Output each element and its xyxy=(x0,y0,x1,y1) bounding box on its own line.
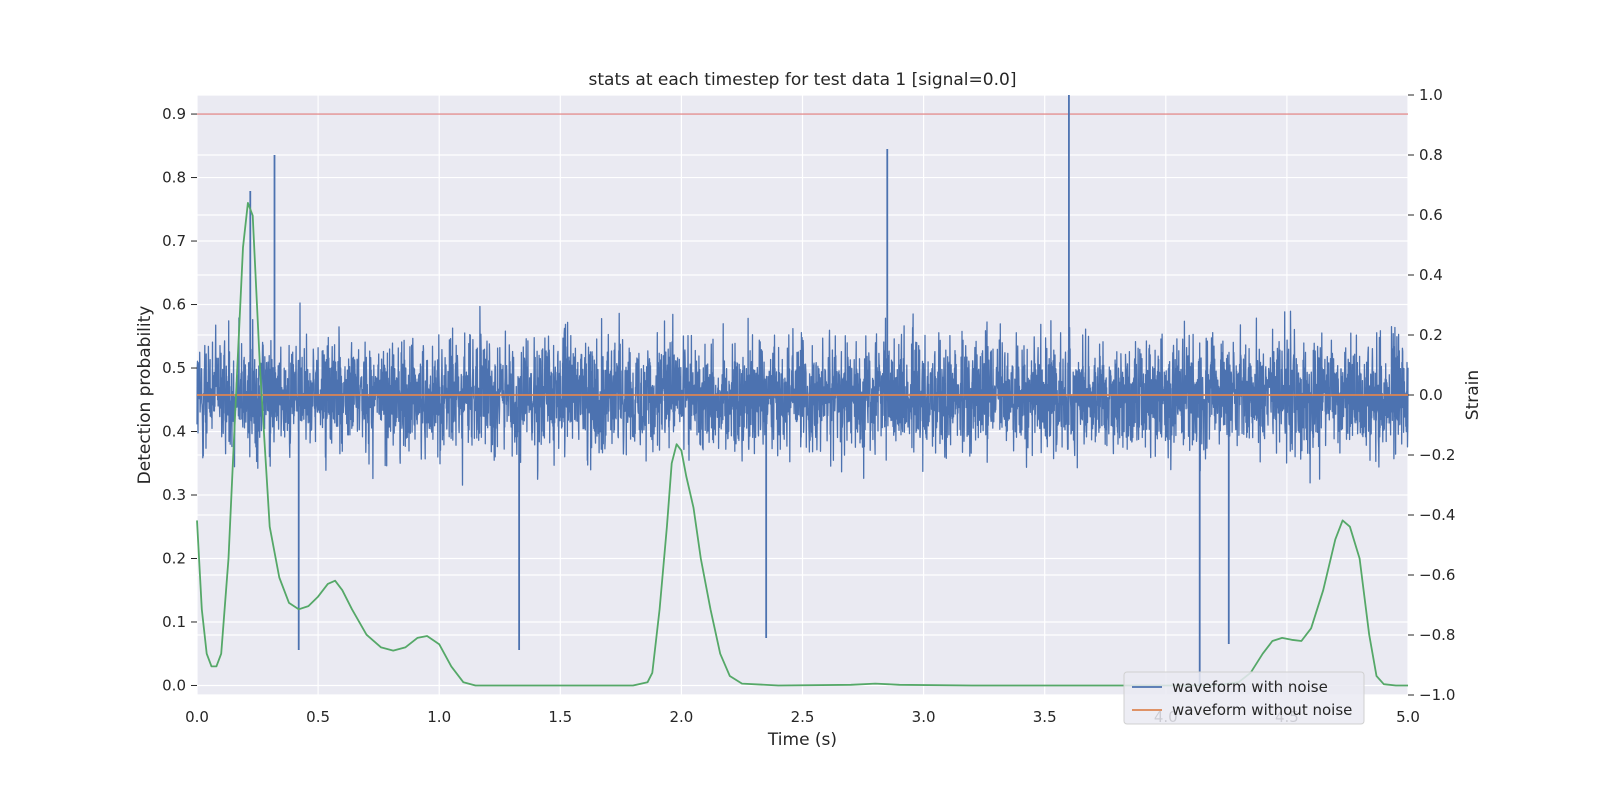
x-tick-label: 1.0 xyxy=(427,708,451,726)
y-tick-label: 0.6 xyxy=(162,296,186,314)
x-axis-label: Time (s) xyxy=(767,730,837,750)
x-tick-label: 3.0 xyxy=(912,708,936,726)
legend-box xyxy=(1123,671,1365,725)
y-tick-label: 0.2 xyxy=(162,549,186,567)
series-layer xyxy=(196,95,1409,687)
y2-tick-label: −0.2 xyxy=(1419,446,1455,464)
legend-entry-waveform-without-noise: waveform without noise xyxy=(1172,701,1352,719)
y-tick-label: 0.7 xyxy=(162,232,186,250)
y2-tick-label: 0.2 xyxy=(1419,326,1443,344)
y2-tick-label: −0.8 xyxy=(1419,626,1455,644)
y-tick-label: 0.9 xyxy=(162,105,186,123)
y2-tick-label: −0.6 xyxy=(1419,566,1455,584)
y-axis-label: Detection probability xyxy=(135,306,155,485)
y-tick-label: 0.4 xyxy=(162,423,186,441)
y-tick-label: 0.0 xyxy=(162,676,186,694)
y2-axis-label: Strain xyxy=(1463,370,1483,420)
x-tick-label: 2.0 xyxy=(669,708,693,726)
chart-title: stats at each timestep for test data 1 [… xyxy=(589,70,1017,90)
y-tick-label: 0.5 xyxy=(162,359,186,377)
y-tick-label: 0.1 xyxy=(162,613,186,631)
x-tick-label: 0.0 xyxy=(185,708,209,726)
legend: waveform with noise waveform without noi… xyxy=(1123,671,1365,725)
ticks: 0.00.51.01.52.02.53.03.54.04.55.00.00.10… xyxy=(162,86,1455,726)
y2-tick-label: −1.0 xyxy=(1419,686,1455,704)
x-tick-label: 5.0 xyxy=(1396,708,1420,726)
x-tick-label: 0.5 xyxy=(306,708,330,726)
y2-tick-label: 0.8 xyxy=(1419,146,1443,164)
x-tick-label: 1.5 xyxy=(548,708,572,726)
x-tick-label: 3.5 xyxy=(1033,708,1057,726)
y2-tick-label: 0.6 xyxy=(1419,206,1443,224)
y-tick-label: 0.8 xyxy=(162,169,186,187)
y2-tick-label: 1.0 xyxy=(1419,86,1443,104)
legend-entry-waveform-with-noise: waveform with noise xyxy=(1172,678,1328,696)
y-tick-label: 0.3 xyxy=(162,486,186,504)
x-tick-label: 2.5 xyxy=(791,708,815,726)
series-line-detection-probability xyxy=(196,202,1408,687)
y2-tick-label: −0.4 xyxy=(1419,506,1455,524)
y2-tick-label: 0.4 xyxy=(1419,266,1443,284)
y2-tick-label: 0.0 xyxy=(1419,386,1443,404)
